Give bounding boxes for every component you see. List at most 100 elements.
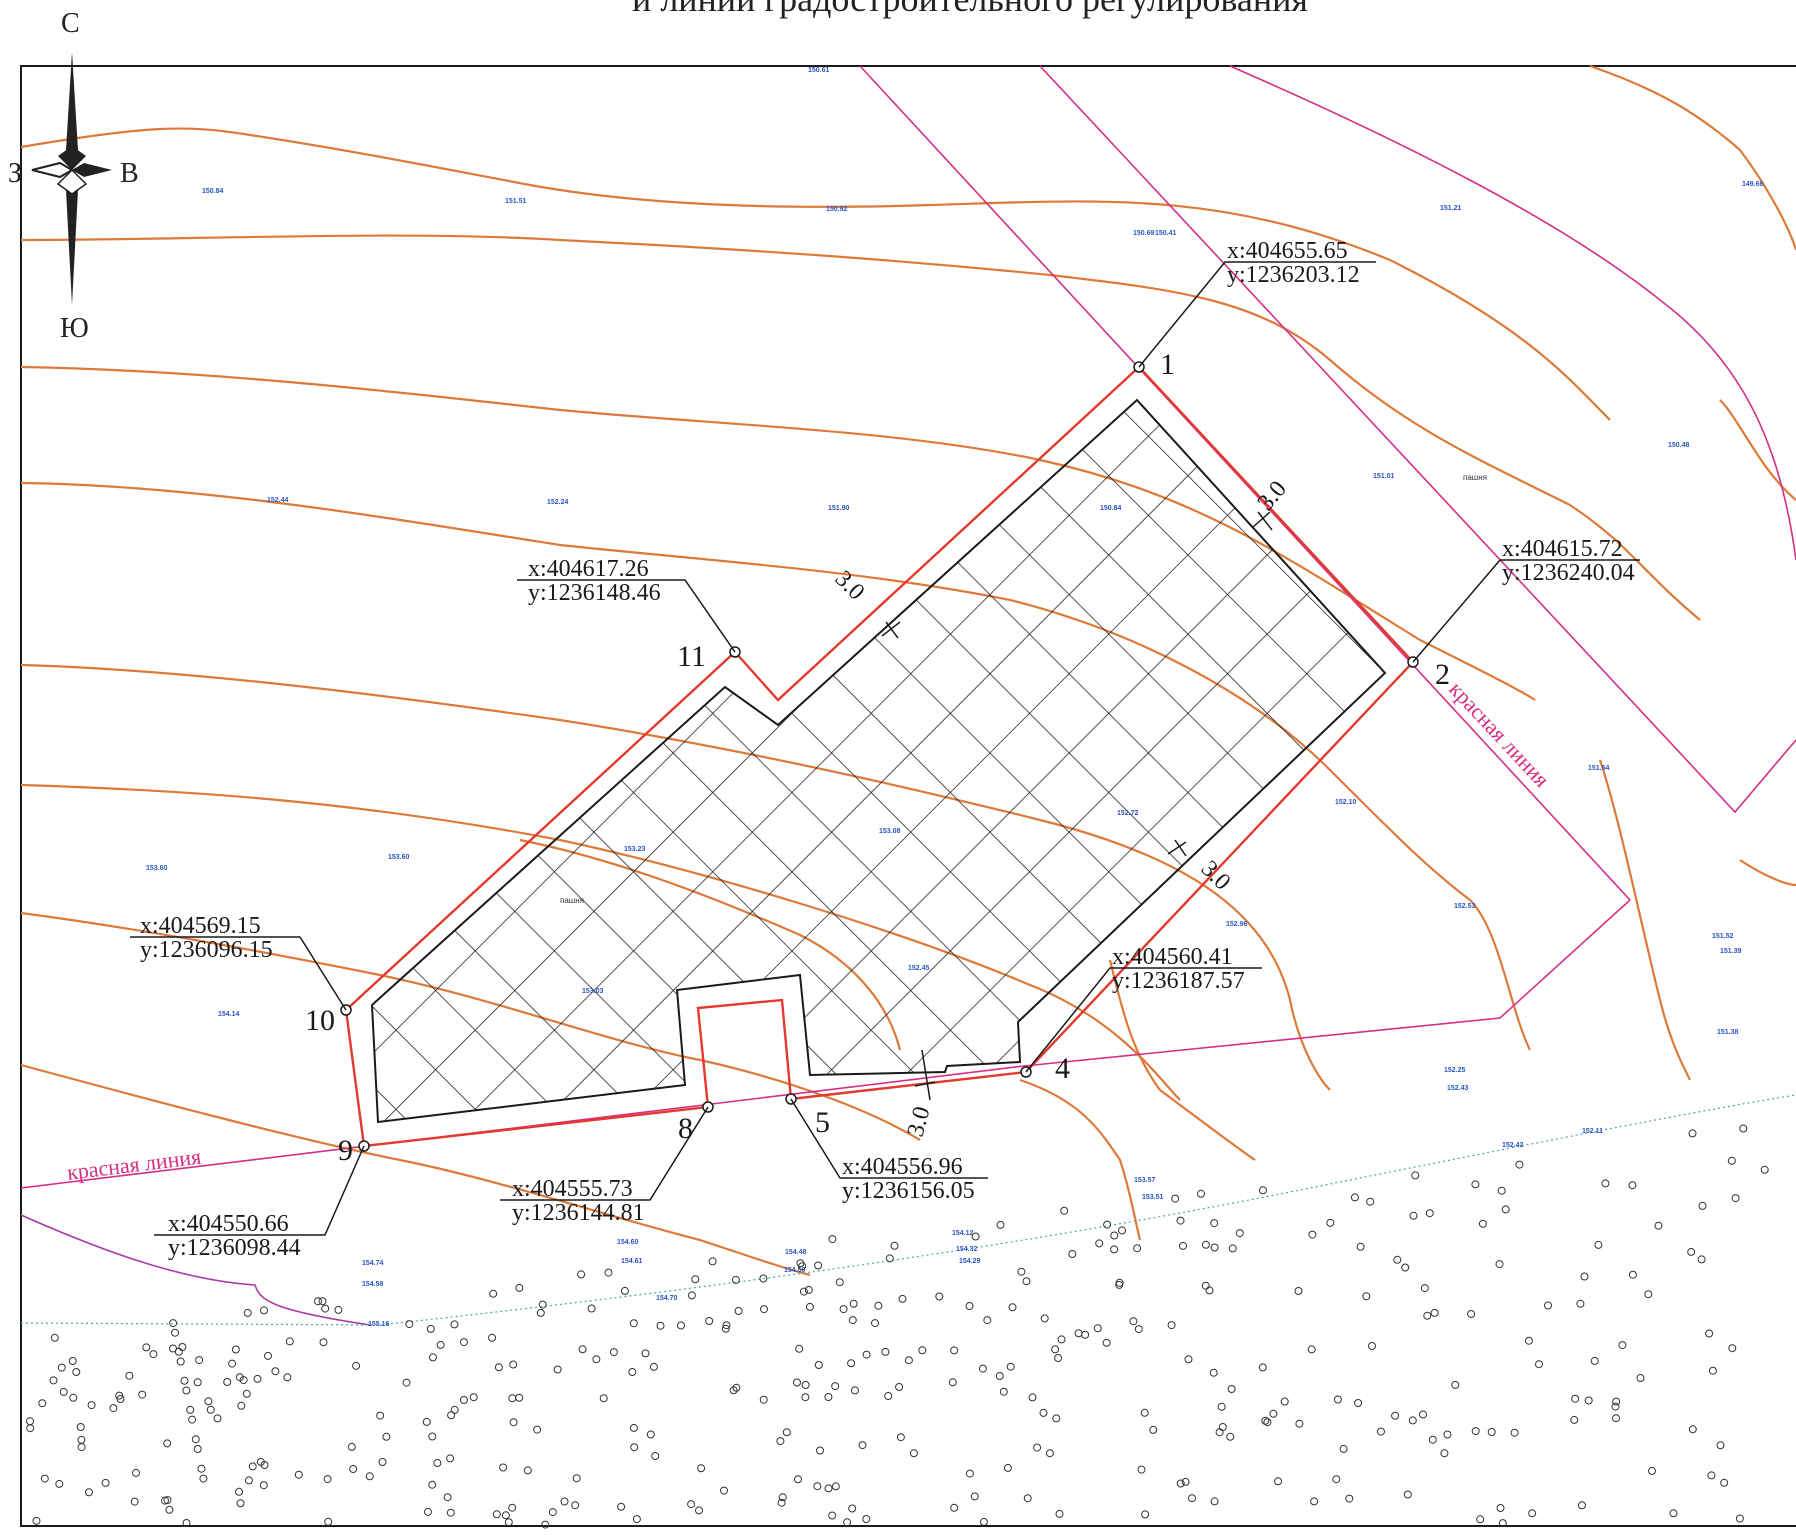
shrub-symbol	[708, 1257, 717, 1266]
boundary-dotted	[20, 1094, 1796, 1326]
shrub-symbols	[26, 1124, 1769, 1529]
compass-needle	[31, 161, 74, 179]
shrub-symbol	[1345, 1494, 1354, 1503]
shrub-symbol	[1332, 1475, 1341, 1484]
contour-line	[20, 365, 1536, 701]
vertex-label: 8	[678, 1112, 693, 1145]
elevation-mark: 153.23	[624, 846, 646, 853]
compass-needle	[56, 168, 88, 195]
shrub-symbol	[509, 1360, 518, 1369]
shrub-symbol	[884, 1392, 893, 1400]
shrub-symbol	[1688, 1425, 1697, 1434]
vertex-label: 10	[305, 1004, 335, 1037]
shrub-symbol	[1501, 1205, 1510, 1214]
shrub-symbol	[1618, 1341, 1627, 1350]
shrub-symbol	[538, 1300, 547, 1309]
shrub-symbol	[978, 1364, 987, 1373]
shrub-symbol	[176, 1357, 185, 1366]
shrub-symbol	[1235, 1229, 1244, 1238]
shrub-symbol	[970, 1492, 979, 1501]
shrub-symbol	[804, 1285, 813, 1294]
setback-tick	[1167, 839, 1187, 857]
shrub-symbol	[116, 1395, 125, 1403]
shrub-symbol	[909, 1449, 918, 1458]
shrub-symbol	[1391, 1411, 1400, 1420]
shrub-symbol	[1167, 1321, 1176, 1330]
shrub-symbol	[32, 1516, 41, 1525]
contour-line	[1589, 64, 1796, 251]
vertex-label: 5	[815, 1106, 830, 1139]
shrub-symbol	[469, 1393, 478, 1402]
shrub-symbol	[1028, 1393, 1037, 1402]
shrub-symbol	[1201, 1240, 1210, 1249]
shrub-symbol	[193, 1445, 202, 1453]
elevation-mark: 150.92	[826, 206, 848, 213]
shrub-symbol	[508, 1394, 517, 1403]
shrub-symbol	[193, 1378, 202, 1387]
shrub-symbol	[1115, 1280, 1124, 1289]
shrub-symbol	[248, 1462, 257, 1471]
shrub-symbol	[1197, 1189, 1205, 1198]
red-line-label: красная линия	[1444, 676, 1554, 792]
shrub-symbol	[1408, 1416, 1417, 1425]
shrub-symbol	[1471, 1180, 1480, 1189]
coord-x: x:404556.96	[842, 1154, 963, 1180]
red-lines	[20, 65, 1796, 1326]
shrub-symbol	[629, 1423, 638, 1432]
contour-line	[20, 1063, 811, 1277]
shrub-symbol	[1366, 1197, 1375, 1206]
shrub-symbol	[1093, 1324, 1102, 1333]
shrub-symbol	[1580, 1272, 1589, 1281]
shrub-symbol	[776, 1437, 785, 1446]
vertex-label: 1	[1160, 348, 1175, 381]
shrub-symbol	[1628, 1181, 1637, 1190]
shrub-symbol	[1669, 1509, 1678, 1518]
shrub-symbol	[1217, 1402, 1226, 1411]
shrub-symbol	[1428, 1435, 1437, 1444]
shrub-symbol	[443, 1493, 452, 1502]
shrub-symbol	[163, 1439, 172, 1448]
shrub-symbol	[578, 1345, 587, 1354]
shrub-symbol	[1261, 1416, 1270, 1425]
shrub-symbol	[828, 1235, 837, 1244]
shrub-symbol	[898, 1294, 907, 1303]
shrub-symbol	[1226, 1432, 1235, 1441]
shrub-symbol	[731, 1275, 740, 1284]
shrub-symbol	[1419, 1410, 1427, 1419]
coord-x: x:404555.73	[512, 1176, 633, 1202]
elevation-marks: 150.61 150.84 151.51 150.92 150.69 150.4…	[146, 67, 1764, 1328]
shrub-symbol	[68, 1357, 77, 1365]
shrub-symbol	[760, 1305, 768, 1314]
red-line	[20, 1214, 371, 1326]
vertex-label: 11	[677, 640, 706, 673]
elevation-mark: 152.45	[908, 965, 930, 972]
setback-label: 3.0	[1253, 476, 1292, 516]
shrub-symbol	[795, 1344, 804, 1353]
shrub-symbol	[1171, 1194, 1180, 1203]
coord-y: y:1236156.05	[842, 1178, 975, 1204]
shrub-symbol	[1022, 1277, 1031, 1286]
shrub-symbol	[197, 1464, 206, 1473]
shrub-symbol	[858, 1441, 867, 1450]
elevation-mark: 154.32	[956, 1246, 978, 1253]
shrub-symbol	[1258, 1363, 1267, 1372]
shrub-symbol	[871, 1319, 879, 1328]
shrub-symbol	[423, 1507, 432, 1516]
elevation-mark: 154.58	[362, 1281, 384, 1288]
shrub-symbol	[1644, 1290, 1653, 1299]
shrub-symbol	[57, 1363, 66, 1372]
shrub-symbol	[1081, 1330, 1090, 1339]
shrub-symbol	[405, 1320, 414, 1329]
shrub-symbol	[1576, 1299, 1585, 1308]
shrub-symbol	[697, 1464, 706, 1473]
shrub-symbol	[1720, 1478, 1729, 1487]
shrub-symbol	[447, 1411, 456, 1420]
shrub-symbol	[1263, 1418, 1272, 1427]
shrub-symbol	[1497, 1186, 1506, 1195]
compass-south: Ю	[60, 313, 89, 344]
compass-needle	[66, 52, 78, 170]
shrub-symbol	[433, 1459, 442, 1467]
setback-label: 3.0	[1196, 856, 1236, 896]
shrub-symbol	[1636, 1374, 1645, 1382]
plot-boundary	[344, 365, 1415, 1148]
